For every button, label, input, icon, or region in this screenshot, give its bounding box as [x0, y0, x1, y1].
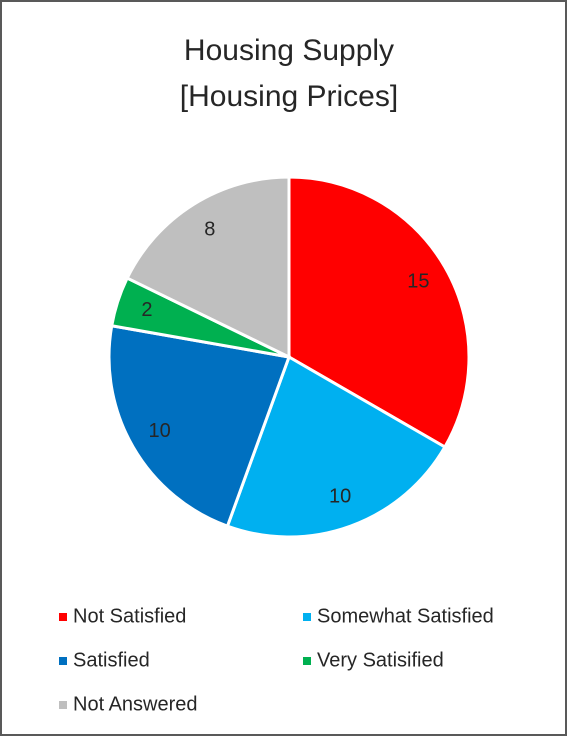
pie-slice	[225, 354, 447, 539]
legend-marker	[59, 613, 67, 621]
chart-title: [Housing Prices]	[180, 80, 398, 113]
legend-label: Very Satisified	[317, 649, 444, 671]
legend-label: Not Answered	[73, 693, 198, 715]
chart-title: Housing Supply	[184, 34, 394, 67]
data-label: 10	[329, 486, 351, 508]
legend-label: Somewhat Satisfied	[317, 605, 494, 627]
pie-slice	[107, 324, 292, 529]
data-label: 10	[148, 420, 170, 442]
data-label: 8	[204, 219, 215, 241]
pie-slice	[287, 175, 471, 450]
pie-slice	[125, 175, 291, 360]
legend-marker	[303, 657, 311, 665]
legend-marker	[59, 701, 67, 709]
legend-marker	[59, 657, 67, 665]
legend-marker	[303, 613, 311, 621]
data-label: 15	[407, 271, 429, 293]
legend-label: Satisfied	[73, 649, 150, 671]
data-label: 2	[141, 299, 152, 321]
legend-label: Not Satisfied	[73, 605, 186, 627]
